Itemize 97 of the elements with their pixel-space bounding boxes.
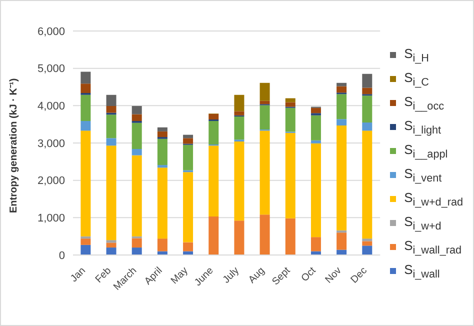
- legend-label: S$_{i_C}$: [404, 70, 429, 88]
- bar: [132, 122, 142, 149]
- bar: [285, 108, 296, 132]
- bar: [336, 82, 347, 86]
- bar: [157, 165, 168, 168]
- legend-label: S$_{i__appl}$: [404, 142, 448, 160]
- bar: [310, 237, 321, 252]
- y-tick-label: 3,000: [37, 138, 65, 150]
- bar: [336, 86, 347, 93]
- bar: [183, 172, 194, 242]
- bar: [362, 74, 372, 88]
- bar: [106, 248, 116, 255]
- x-tick-label: Feb: [94, 265, 114, 286]
- bar: [362, 130, 372, 239]
- legend-label: S$_{i_w+d}$: [404, 214, 442, 232]
- y-tick-label: 5,000: [37, 63, 65, 76]
- bar: [80, 84, 91, 93]
- bar: [208, 216, 219, 255]
- bar: [183, 138, 194, 144]
- legend-label: S$_{i_light}$: [404, 118, 442, 136]
- bar: [310, 143, 321, 238]
- bar: [234, 116, 244, 140]
- bar: [80, 244, 91, 255]
- bar: [183, 242, 194, 252]
- bar: [132, 114, 142, 121]
- bar: [208, 114, 219, 120]
- bar: [260, 214, 270, 255]
- x-tick-label: Aug: [246, 265, 268, 286]
- legend-label: S$_{i_vent}$: [404, 166, 442, 184]
- x-tick-label: Nov: [323, 265, 344, 286]
- x-tick-label: Oct: [299, 265, 318, 284]
- y-tick-label: 4,000: [37, 100, 65, 113]
- bar: [234, 220, 244, 255]
- bar: [157, 168, 168, 239]
- bar: [285, 98, 296, 102]
- bar: [362, 88, 372, 94]
- bar: [336, 94, 347, 120]
- bar: [285, 102, 296, 107]
- bar: [234, 94, 244, 112]
- bar: [310, 115, 321, 140]
- bar: [310, 140, 321, 144]
- bar: [336, 125, 347, 230]
- bar: [106, 106, 116, 113]
- x-tick-label: Jan: [68, 265, 88, 285]
- x-tick-label: July: [221, 265, 242, 286]
- bar: [132, 238, 142, 248]
- legend-label: S$_{i_wall}$: [404, 262, 440, 280]
- bar: [157, 238, 168, 252]
- bar: [106, 242, 116, 248]
- bar: [208, 146, 219, 217]
- y-tick-label: 1,000: [37, 212, 65, 225]
- y-tick-label: 6,000: [37, 26, 65, 38]
- bar: [132, 248, 142, 255]
- y-axis-title: Entropy generation (kJ · K⁻¹): [8, 78, 20, 213]
- y-tick-label: 2,000: [37, 175, 65, 188]
- bar: [183, 134, 194, 138]
- bar: [106, 240, 116, 243]
- bar: [362, 122, 372, 131]
- bar: [106, 138, 116, 146]
- bar: [362, 96, 372, 122]
- legend-label: S$_{i_H}$: [404, 46, 429, 64]
- bar: [106, 146, 116, 240]
- bar: [260, 100, 270, 104]
- bar: [157, 138, 168, 166]
- bar: [132, 155, 142, 236]
- bar: [362, 241, 372, 246]
- legend-label: S$_{i_wall_rad}$: [404, 238, 462, 256]
- bar: [157, 127, 168, 132]
- bar: [183, 144, 194, 170]
- x-tick-label: Dec: [349, 265, 370, 286]
- legend-label: S$_{i_w+d_rad}$: [404, 190, 463, 208]
- bar: [336, 232, 347, 250]
- bar: [362, 238, 372, 242]
- bar: [208, 120, 219, 144]
- bar: [80, 130, 91, 236]
- bar: [132, 106, 142, 114]
- legend-label: S$_{i__occ}$: [404, 94, 444, 112]
- bar: [260, 105, 270, 130]
- bar: [260, 130, 270, 215]
- bar: [157, 131, 168, 138]
- y-tick-label: 0: [58, 250, 65, 262]
- bar: [285, 132, 296, 218]
- bar: [234, 142, 244, 221]
- bar: [310, 108, 321, 114]
- bar: [80, 238, 91, 245]
- bar: [336, 119, 347, 126]
- bar: [362, 246, 372, 255]
- bar: [80, 72, 91, 84]
- bar: [132, 148, 142, 156]
- bar: [285, 218, 296, 255]
- bar: [106, 94, 116, 106]
- bar: [80, 120, 91, 131]
- bar: [234, 111, 244, 116]
- bar: [106, 114, 116, 138]
- bar: [80, 94, 91, 121]
- bar: [260, 82, 270, 101]
- x-tick-label: May: [169, 265, 190, 286]
